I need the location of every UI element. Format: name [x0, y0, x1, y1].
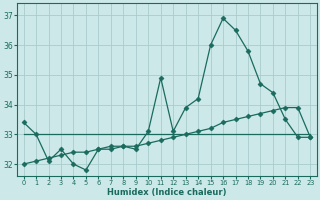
X-axis label: Humidex (Indice chaleur): Humidex (Indice chaleur) — [107, 188, 227, 197]
